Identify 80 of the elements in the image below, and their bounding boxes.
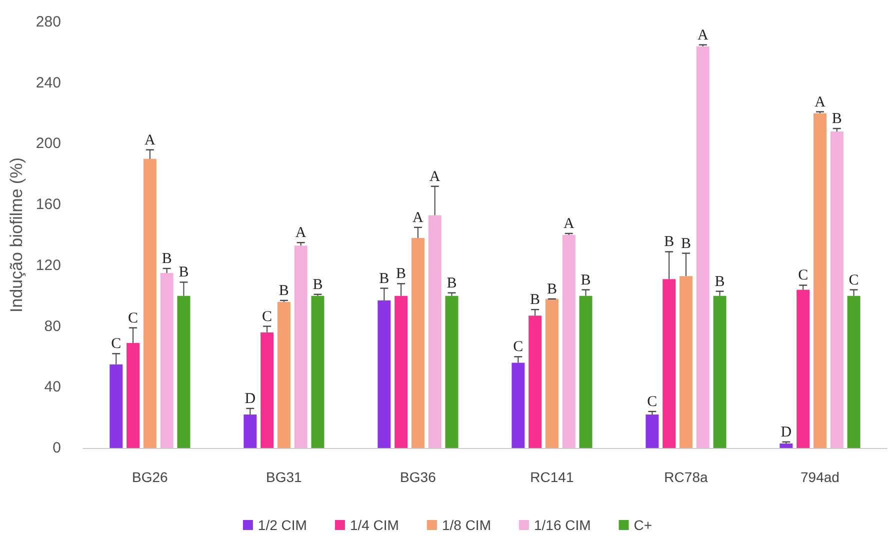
data-label: B [714,274,725,290]
bar [177,296,190,448]
data-label: A [412,210,424,226]
legend-label: 1/8 CIM [442,517,491,533]
bar [294,246,308,448]
bar [277,302,290,448]
bar [528,316,542,448]
data-label: B [396,266,406,282]
x-tick-label: RC141 [530,469,574,485]
bar [796,290,810,448]
data-label: B [680,236,691,252]
y-tick-label: 80 [44,318,61,335]
data-label: B [832,111,842,127]
data-label: C [111,336,122,352]
y-axis-title: Indução biofilme (%) [7,158,26,312]
bar [830,132,844,448]
y-tick-label: 200 [36,135,61,152]
data-label: B [278,282,289,299]
legend-label: C+ [634,517,652,533]
y-tick-label: 240 [36,74,61,92]
data-label: D [244,390,256,407]
data-label: B [446,275,457,292]
data-label: A [814,94,826,110]
bar [394,296,408,448]
data-label: A [144,132,156,148]
y-tick-label: 120 [36,256,61,274]
y-tick-label: 280 [36,14,61,30]
bar [512,362,525,448]
data-label: A [295,225,306,242]
legend-label: 1/16 CIM [534,517,591,533]
x-tick-label: BG31 [266,469,302,485]
bar [428,215,442,448]
data-label: B [379,270,390,287]
data-label: B [312,276,323,293]
data-label: C [848,272,859,288]
data-label: C [513,339,524,356]
bar [126,343,140,448]
bar [143,158,156,448]
data-label: B [162,250,172,267]
bar [260,332,274,448]
x-tick-label: 794ad [800,469,840,485]
bar [562,235,576,448]
y-tick-label: 160 [36,196,61,214]
bar [311,296,324,448]
bar [713,296,726,448]
bar [411,238,424,448]
data-label: A [563,216,574,232]
bar [646,414,659,448]
data-label: C [262,308,272,325]
bar [696,46,710,448]
bar [579,296,592,448]
bar [545,298,558,448]
data-label: B [530,292,540,308]
data-label: A [429,168,440,185]
y-tick-label: 0 [52,440,61,456]
x-tick-label: RC78a [664,469,708,485]
bar [662,279,676,448]
y-tick-label: 40 [44,378,61,396]
bar [847,296,860,448]
bar [445,296,458,448]
data-label: B [546,281,557,298]
legend-label: 1/4 CIM [350,517,399,533]
data-label: C [798,268,808,284]
x-tick-label: BG26 [132,469,168,485]
bar [110,364,123,448]
bar [160,273,174,448]
data-label: B [178,264,189,281]
bar [244,414,257,448]
data-label: D [780,424,792,440]
data-label: C [647,394,658,410]
legend-label: 1/2 CIM [258,517,307,533]
bar [780,443,793,448]
x-tick-label: BG36 [400,469,436,485]
data-label: B [580,272,591,288]
bar [813,113,826,448]
bar [378,300,391,448]
data-label: A [697,27,708,44]
bar [679,276,692,448]
data-label: B [664,234,674,250]
data-label: C [128,310,138,326]
